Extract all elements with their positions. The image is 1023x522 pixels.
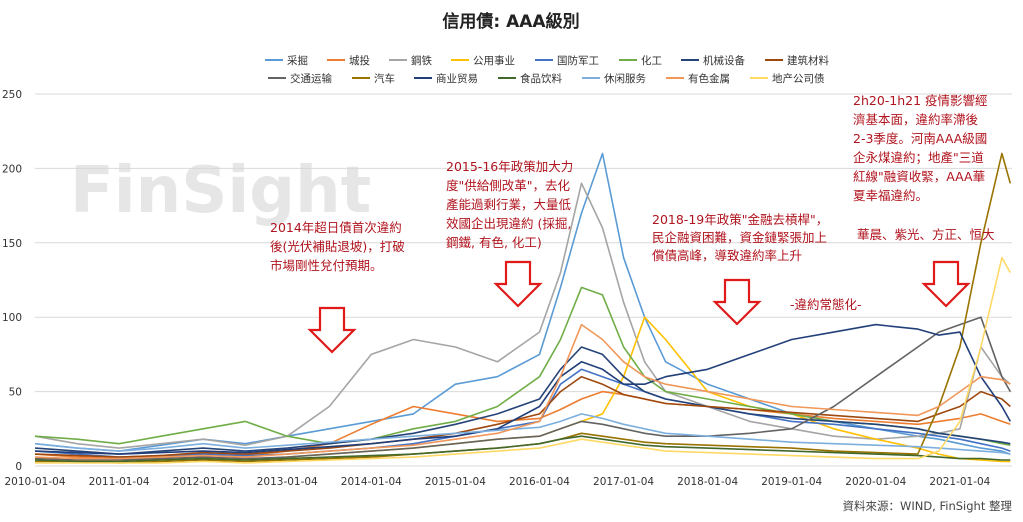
series-lines <box>34 152 1012 464</box>
legend-label-12: 休闲服务 <box>604 72 646 85</box>
annotation-1-line-2: 產能過剩行業，大量低 <box>446 197 572 212</box>
annotation-1-line-4: 鋼鐵, 有色, 化工) <box>446 235 542 250</box>
series-line-2 <box>34 182 1011 449</box>
annotation-4: 2h20-1h21 疫情影響經濟基本面，違約率滯後 2-3季度。河南AAA級國企永… <box>853 93 988 203</box>
legend-label-13: 有色金属 <box>688 72 730 85</box>
annotations: 2014年超日債首次違約後(光伏補貼退坡)，打破市場剛性兌付預期。 2015-16… <box>270 93 995 312</box>
series-line-0 <box>34 152 1011 455</box>
annotation-2-line-2: 償債高峰，導致違約率上升 <box>652 248 802 263</box>
gridlines <box>35 93 1012 467</box>
annotation-0-line-0: 2014年超日債首次違約 <box>270 220 402 235</box>
annotation-0-line-1: 後(光伏補貼退坡)，打破 <box>270 239 405 254</box>
y-tick-label-5: 250 <box>2 89 22 101</box>
series-line-7 <box>34 375 1011 458</box>
x-tick-label-0: 2010-01-04 <box>4 476 65 488</box>
down-arrow-3 <box>921 260 971 308</box>
series-line-11 <box>34 435 1011 463</box>
y-tick-label-3: 150 <box>2 238 22 250</box>
annotation-arrows <box>307 260 971 354</box>
series-line-5 <box>34 286 1011 446</box>
annotation-4-line-5: 夏幸福違約。 <box>853 188 928 203</box>
series-line-12 <box>34 413 1011 455</box>
legend-label-7: 建筑材料 <box>787 54 829 67</box>
annotation-4-line-2: 2-3季度。河南AAA級國 <box>853 131 987 146</box>
annotation-4-line-0: 2h20-1h21 疫情影響經 <box>853 93 988 108</box>
annotation-1-line-1: 度"供給側改革"，去化 <box>446 178 570 193</box>
x-tick-label-8: 2018-01-04 <box>677 476 738 488</box>
annotation-4-line-1: 濟基本面，違約率滯後 <box>853 112 979 127</box>
series-line-10 <box>34 323 1011 455</box>
y-tick-label-1: 50 <box>9 387 22 399</box>
x-tick-label-6: 2016-01-04 <box>509 476 570 488</box>
legend-label-2: 鋼铁 <box>411 54 432 67</box>
y-tick-label-2: 100 <box>2 312 22 324</box>
source-note: 資料來源：WIND, FinSight 整理 <box>842 499 1012 513</box>
annotation-2: 2018-19年政策"金融去槓桿"， 民企融資困難，資金鏈緊張加上償債高峰，導致違… <box>652 212 828 263</box>
y-tick-label-4: 200 <box>2 163 22 175</box>
series-line-6 <box>34 346 1011 455</box>
annotation-0-line-2: 市場剛性兌付預期。 <box>270 258 383 273</box>
annotation-5: 華晨、紫光、方正、恒大 <box>857 227 995 242</box>
x-tick-label-11: 2021-01-04 <box>929 476 990 488</box>
legend-label-3: 公用事业 <box>473 54 515 67</box>
down-arrow-1 <box>493 260 543 308</box>
legend-label-5: 化工 <box>641 54 662 67</box>
x-tick-label-3: 2013-01-04 <box>257 476 318 488</box>
series-line-14 <box>35 256 1011 464</box>
legend-label-4: 国防军工 <box>557 54 599 67</box>
annotation-3: -違約常態化- <box>790 297 862 312</box>
annotation-1-line-3: 效國企出現違約 (採掘, <box>446 216 571 231</box>
chart-title: 信用債: AAA級別 <box>442 11 579 32</box>
series-line-8 <box>34 316 1011 461</box>
watermark: FinSight <box>70 154 371 228</box>
legend-label-9: 汽车 <box>374 72 395 85</box>
annotation-2-line-1: 民企融資困難，資金鏈緊張加上 <box>652 230 827 245</box>
legend-label-1: 城投 <box>349 54 370 67</box>
x-tick-label-4: 2014-01-04 <box>341 476 402 488</box>
x-axis-ticks: 2010-01-04 2011-01-04 2012-01-04 2013-01-04… <box>4 476 990 488</box>
legend-label-10: 商业贸易 <box>436 72 478 85</box>
annotation-2-line-0: 2018-19年政策"金融去槓桿"， <box>652 212 828 227</box>
annotation-0: 2014年超日債首次違約後(光伏補貼退坡)，打破市場剛性兌付預期。 <box>270 220 405 273</box>
annotation-3-line-0: -違約常態化- <box>790 297 862 312</box>
x-tick-label-5: 2015-01-04 <box>425 476 486 488</box>
annotation-4-line-4: 紅線"融資收緊，AAA華 <box>853 169 985 184</box>
annotation-1-line-0: 2015-16年政策加大力 <box>446 159 573 174</box>
series-line-4 <box>34 368 1011 458</box>
x-tick-label-2: 2012-01-04 <box>173 476 234 488</box>
legend-label-6: 机械设备 <box>703 54 745 67</box>
legend-label-8: 交通运输 <box>290 72 332 85</box>
y-axis-ticks: 0 50 100 150 200 250 <box>2 89 22 473</box>
x-tick-label-7: 2017-01-04 <box>593 476 654 488</box>
x-tick-label-1: 2011-01-04 <box>89 476 150 488</box>
legend-label-14: 地产公司债 <box>772 72 825 85</box>
series-line-13 <box>34 323 1011 460</box>
annotation-1: 2015-16年政策加大力度"供給側改革"，去化產能過剩行業，大量低效國企出現違… <box>446 159 573 250</box>
x-tick-label-10: 2020-01-04 <box>845 476 906 488</box>
annotation-5-line-0: 華晨、紫光、方正、恒大 <box>857 227 995 242</box>
legend-label-0: 采掘 <box>287 54 308 67</box>
down-arrow-2 <box>712 278 762 326</box>
legend-label-11: 食品饮料 <box>520 72 562 85</box>
y-tick-label-0: 0 <box>15 461 22 473</box>
down-arrow-0 <box>307 306 357 354</box>
x-tick-label-9: 2019-01-04 <box>761 476 822 488</box>
annotation-4-line-3: 企永煤違約；地產"三道 <box>853 150 984 165</box>
